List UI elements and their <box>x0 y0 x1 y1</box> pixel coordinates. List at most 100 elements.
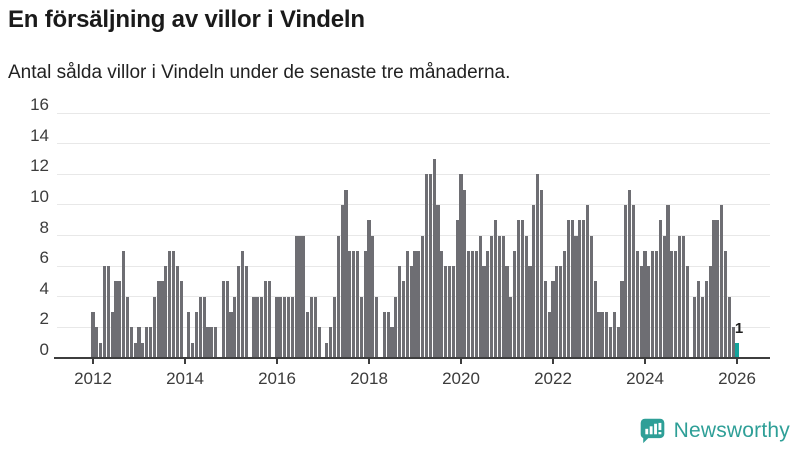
bar <box>628 189 632 358</box>
bar <box>424 174 429 358</box>
bar <box>294 235 298 358</box>
bar <box>536 174 540 358</box>
bar <box>229 312 233 358</box>
bar <box>191 342 195 358</box>
bar <box>252 296 256 358</box>
chart-header: En försäljning av villor i Vindeln Antal… <box>8 0 792 84</box>
bar <box>409 266 413 358</box>
bar <box>206 327 210 358</box>
bar <box>455 220 459 358</box>
bar <box>240 250 245 358</box>
bar <box>375 296 379 358</box>
bar <box>639 266 643 358</box>
bar <box>440 250 444 358</box>
bar <box>539 189 544 358</box>
bar <box>501 235 505 358</box>
gridline <box>57 173 770 175</box>
y-axis-tick-label: 2 <box>39 309 49 329</box>
bar <box>401 281 406 358</box>
bar <box>332 296 337 358</box>
bar <box>286 296 291 358</box>
bar <box>160 281 164 358</box>
x-axis-tick-label: 2012 <box>74 369 112 388</box>
y-axis-tick-label: 4 <box>39 278 49 298</box>
bar <box>99 342 103 358</box>
chart-subtitle: Antal sålda villor i Vindeln under de se… <box>8 62 511 83</box>
bar <box>447 266 452 358</box>
bar <box>662 235 666 358</box>
bar <box>524 235 528 358</box>
bar <box>562 250 567 358</box>
y-axis-tick-label: 0 <box>39 340 49 359</box>
bar <box>355 250 360 358</box>
bar <box>547 312 551 358</box>
bar <box>635 250 639 358</box>
x-axis-tick-label: 2018 <box>350 369 388 388</box>
bar <box>340 204 344 358</box>
bar <box>608 327 613 358</box>
bar <box>532 204 536 358</box>
bar <box>260 296 264 358</box>
bar <box>390 327 394 358</box>
bar <box>528 266 532 358</box>
bar <box>106 266 110 358</box>
x-axis-tick-label: 2020 <box>442 369 480 388</box>
bar <box>133 342 137 358</box>
bar <box>210 327 214 358</box>
bar <box>605 312 609 358</box>
bar <box>156 281 160 358</box>
bar <box>171 250 176 358</box>
bar <box>344 189 348 358</box>
bar <box>405 250 409 358</box>
x-axis-tick <box>368 358 370 364</box>
y-axis-tick-label: 16 <box>30 95 49 114</box>
bar <box>256 296 260 358</box>
bar <box>482 266 486 358</box>
bar <box>509 296 513 358</box>
bar <box>367 220 371 358</box>
bar <box>118 281 122 358</box>
x-axis-tick <box>276 358 278 364</box>
bar <box>194 312 199 358</box>
bar <box>221 281 225 358</box>
x-axis-tick-label: 2014 <box>166 369 204 388</box>
bar <box>555 266 559 358</box>
bar <box>654 250 659 358</box>
bar-chart: 0 2 4 6 8 10 12 14 16 2012 2014 2016 2018 2020 2022 202… <box>30 95 770 388</box>
bar <box>432 158 436 358</box>
bar <box>612 312 616 358</box>
bar <box>624 204 628 358</box>
bar <box>394 296 398 358</box>
bar <box>187 312 191 358</box>
bar <box>95 327 99 358</box>
x-axis-tick <box>92 358 94 364</box>
bar <box>651 250 655 358</box>
bar <box>233 296 237 358</box>
x-axis-tick-label: 2016 <box>258 369 296 388</box>
bar <box>470 250 475 358</box>
bar <box>290 296 294 358</box>
gridline <box>57 112 770 114</box>
bar <box>398 266 402 358</box>
x-axis-tick <box>736 358 738 364</box>
bar <box>225 281 229 358</box>
bar <box>566 220 570 358</box>
y-axis-tick-label: 8 <box>39 217 49 237</box>
bar <box>279 296 283 358</box>
bar <box>490 235 494 358</box>
bar <box>589 235 593 358</box>
bar <box>137 327 141 358</box>
bar <box>474 250 478 358</box>
bar <box>309 296 314 358</box>
bar <box>520 220 524 358</box>
bar <box>329 327 333 358</box>
bar <box>125 296 130 358</box>
bar <box>727 296 731 358</box>
bar <box>428 174 432 358</box>
bar <box>467 250 471 358</box>
bar <box>114 281 118 358</box>
bar <box>444 266 448 358</box>
bar <box>363 250 367 358</box>
bar <box>371 235 375 358</box>
bar <box>478 235 482 358</box>
